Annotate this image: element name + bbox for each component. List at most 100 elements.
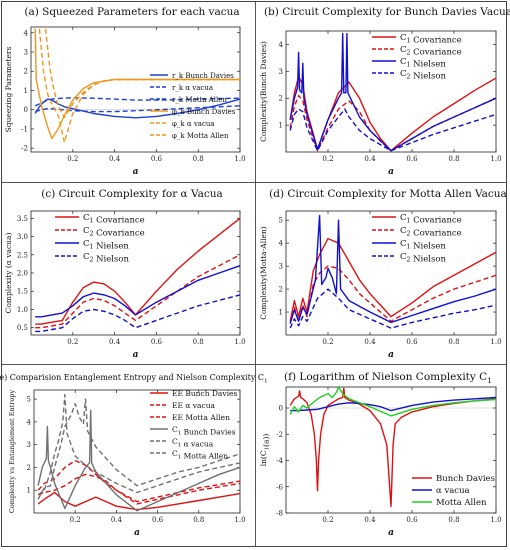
- plot-frame: [285, 30, 497, 153]
- panel-a: (a) Squeezed Parameters for each vacua 0.…: [4, 6, 246, 177]
- series-line: [289, 387, 496, 417]
- series-line: [37, 409, 240, 512]
- series-group: [289, 33, 496, 152]
- y-axis-label: Complexity (α vacua): [4, 233, 13, 314]
- legend-label: r_k α vacua: [172, 84, 213, 92]
- series-group: [37, 393, 240, 512]
- y-tick-label: 1.5: [17, 288, 28, 296]
- legend-label: C2 Covariance: [83, 226, 145, 239]
- y-tick-label: 0: [24, 106, 28, 114]
- legend-label: C1 Nielsen: [83, 239, 129, 252]
- x-tick-label: 0.6: [151, 338, 163, 346]
- series-line: [37, 459, 240, 503]
- y-tick-label: 5: [279, 217, 283, 225]
- x-tick-label: 0.8: [448, 155, 459, 163]
- x-tick-label: 1.0: [490, 155, 501, 163]
- x-axis-label: a: [388, 528, 394, 538]
- legend-label: C1 Covariance: [400, 213, 462, 226]
- series-group: [34, 28, 240, 144]
- x-axis-label: a: [133, 167, 139, 177]
- x-tick-label: 1.0: [234, 155, 245, 163]
- series-line: [34, 97, 240, 107]
- x-tick-label: 0.8: [193, 155, 204, 163]
- y-axis-label: Complexity vs Entanglement Entropy: [8, 390, 16, 514]
- legend-label: φ_k Motta Allen: [172, 132, 229, 140]
- y-tick-label: -6: [276, 483, 283, 491]
- legend: EE Bunch Davies EE α vacua EE Motta Allen C…: [150, 389, 237, 460]
- y-tick-label: -2: [21, 145, 28, 153]
- series-line: [37, 473, 240, 505]
- x-tick-label: 0.2: [322, 155, 333, 163]
- panel-title: (a) Squeezed Parameters for each vacua: [24, 6, 239, 18]
- x-tick-label: 0.4: [364, 338, 376, 346]
- x-tick-label: 0.8: [448, 338, 459, 346]
- column-divider: [255, 2, 256, 546]
- legend-label: EE Bunch Davies: [172, 389, 237, 398]
- x-tick-label: 0.6: [152, 516, 164, 524]
- legend-label: C1 Covariance: [83, 213, 145, 226]
- legend-label: C2 Nielson: [400, 69, 446, 82]
- y-tick-label: 0.5: [17, 324, 28, 332]
- x-tick-label: 0.4: [109, 338, 121, 346]
- x-tick-label: 1.0: [234, 338, 245, 346]
- legend-label: C1 Nielsen: [400, 239, 446, 252]
- y-tick-label: -1: [21, 125, 28, 133]
- y-tick-label: 1: [279, 309, 283, 317]
- legend-label: r_k Bunch Davies: [172, 72, 234, 80]
- panel-title: (f) Logarithm of Nielson Complexity C1: [284, 371, 492, 385]
- x-tick-label: 0.8: [193, 516, 204, 524]
- panel-title: (d) Circuit Complexity for Motta Allen V…: [269, 188, 507, 200]
- y-tick-label: 3: [279, 263, 283, 271]
- x-tick-label: 1.0: [490, 338, 501, 346]
- panel-d: (d) Circuit Complexity for Motta Allen V…: [259, 188, 507, 360]
- legend-label: C2 Nielson: [400, 252, 446, 265]
- y-tick-label: -4: [276, 457, 283, 465]
- series-line: [289, 214, 496, 324]
- series-line: [289, 288, 496, 329]
- series-line: [37, 491, 240, 511]
- panel-title: (c) Circuit Complexity for α Vacua: [41, 188, 223, 200]
- series-line: [35, 294, 240, 333]
- panel-b: (b) Circuit Complexity for Bunch Davies …: [259, 6, 510, 177]
- series-line: [35, 254, 240, 329]
- legend-label: C1 α vacua: [172, 437, 214, 448]
- x-tick-label: 0.4: [364, 155, 376, 163]
- x-tick-label: 0.8: [448, 516, 459, 524]
- plot-frame: [33, 389, 241, 514]
- panel-title: (b) Circuit Complexity for Bunch Davies …: [264, 6, 510, 18]
- y-tick-label: -2: [276, 431, 283, 439]
- x-tick-label: 0.4: [111, 516, 123, 524]
- x-tick-label: 0.8: [193, 338, 204, 346]
- y-axis-label: Complexity(Bunch Davies): [259, 41, 268, 142]
- row-divider-1: [2, 182, 506, 183]
- legend-label: φ_k Bunch Davies: [172, 108, 236, 116]
- panel-f: (f) Logarithm of Nielson Complexity C1 0.…: [259, 371, 502, 538]
- legend: r_k Bunch Davies r_k α vacua r_k Motta All…: [150, 72, 236, 140]
- y-tick-label: 3.5: [17, 215, 28, 223]
- y-tick-label: 0: [279, 405, 283, 413]
- y-tick-label: 2.0: [17, 270, 28, 278]
- series-line: [289, 94, 496, 152]
- legend-label: C2 Covariance: [400, 45, 462, 58]
- x-tick-label: 0.6: [406, 338, 418, 346]
- series-line: [35, 217, 240, 325]
- legend-label: r_k Motta Allen: [172, 96, 227, 104]
- y-tick-label: 4: [27, 418, 32, 426]
- y-tick-label: -8: [276, 510, 283, 518]
- legend-label: φ_k α vacua: [172, 120, 215, 128]
- series-line: [37, 393, 240, 496]
- x-tick-label: 0.6: [406, 516, 418, 524]
- x-tick-label: 0.2: [67, 338, 78, 346]
- legend-label: EE Motta Allen: [172, 413, 230, 422]
- legend-label: EE α vacua: [172, 401, 216, 410]
- x-tick-label: 0.4: [364, 516, 376, 524]
- series-group: [289, 387, 496, 508]
- plot-frame: [30, 26, 241, 153]
- y-tick-label: 2: [27, 464, 31, 472]
- y-tick-label: 2.5: [17, 251, 28, 259]
- x-axis-label: a: [133, 350, 139, 360]
